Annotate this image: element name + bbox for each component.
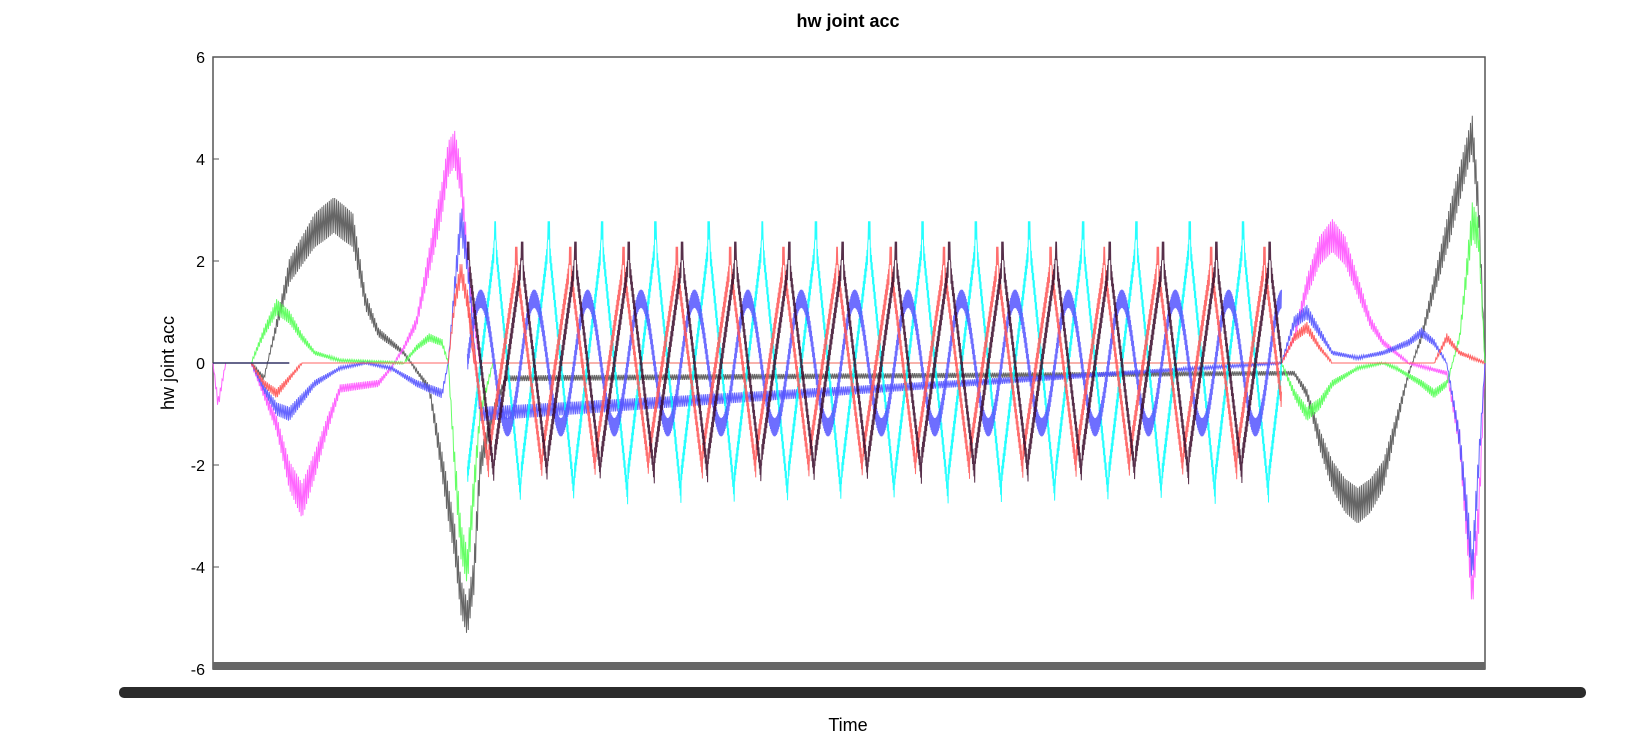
oscillation-series-1 [466,289,1282,437]
y-axis-label: hw joint acc [158,316,178,410]
x-axis-label: Time [828,715,867,735]
y-tick-label: 2 [196,254,205,271]
time-axis-scrollbar[interactable] [119,687,1586,698]
series-line-2 [213,202,1486,582]
series-line-3 [213,208,1486,576]
y-tick-label: -6 [191,662,205,679]
y-axis-ticks: 6 4 2 0 -2 -4 -6 [191,50,219,679]
y-tick-label: 0 [196,356,205,373]
plot-area: 6 4 2 0 -2 -4 -6 [191,50,1486,679]
y-tick-label: -4 [191,560,205,577]
series-line-4 [213,264,1486,398]
y-tick-label: 6 [196,50,205,67]
oscillation-series-2 [466,246,1282,480]
oscillation-series-3 [466,241,1282,485]
y-tick-label: 4 [196,152,205,169]
y-tick-label: -2 [191,458,205,475]
x-axis-tick-band [213,662,1485,670]
series-line-0 [213,115,1486,633]
chart-title: hw joint acc [796,11,899,31]
series-layer [212,115,1486,633]
